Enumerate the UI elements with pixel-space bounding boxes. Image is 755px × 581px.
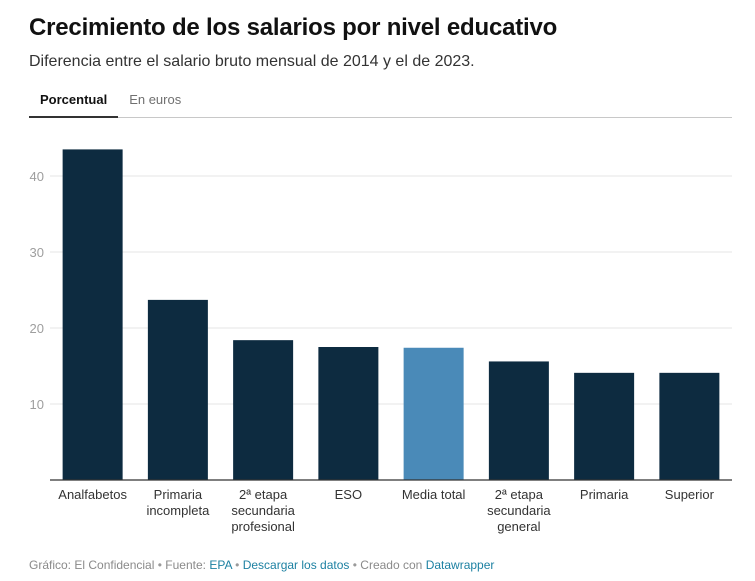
x-tick-label: ESO bbox=[335, 487, 362, 502]
tab-porcentual[interactable]: Porcentual bbox=[29, 83, 119, 118]
bar bbox=[147, 299, 208, 480]
source-link[interactable]: EPA bbox=[209, 558, 232, 572]
bar bbox=[318, 347, 379, 480]
y-tick-label: 20 bbox=[30, 321, 44, 336]
bar bbox=[233, 340, 294, 480]
bar bbox=[403, 347, 464, 480]
bar bbox=[659, 372, 720, 480]
chart-footer: Gráfico: El Confidencial • Fuente: EPA •… bbox=[29, 558, 494, 572]
x-tick-label: 2ª etapa secundaria general bbox=[487, 487, 551, 534]
footer-source-label: Fuente: bbox=[165, 558, 206, 572]
tab-en-euros[interactable]: En euros bbox=[129, 92, 182, 107]
footer-created-label: Creado con bbox=[360, 558, 423, 572]
y-tick-label: 40 bbox=[30, 169, 44, 184]
footer-separator: • bbox=[235, 558, 240, 572]
x-tick-label: Superior bbox=[665, 487, 715, 502]
bar bbox=[488, 361, 549, 480]
footer-separator: • bbox=[157, 558, 162, 572]
y-tick-label: 30 bbox=[30, 245, 44, 260]
x-tick-label: Primaria bbox=[580, 487, 629, 502]
bar bbox=[62, 149, 123, 480]
footer-separator: • bbox=[352, 558, 357, 572]
x-tick-label: Analfabetos bbox=[58, 487, 127, 502]
bar-chart: 10 20 30 40 Analfabetos Primaria incompleta 2ª … bbox=[30, 149, 732, 534]
bar bbox=[574, 372, 635, 480]
x-tick-label: Media total bbox=[402, 487, 466, 502]
download-data-link[interactable]: Descargar los datos bbox=[242, 558, 350, 572]
y-tick-label: 10 bbox=[30, 397, 44, 412]
chart-subtitle: Diferencia entre el salario bruto mensua… bbox=[29, 53, 475, 70]
view-tabs: Porcentual En euros bbox=[29, 83, 732, 118]
datawrapper-link[interactable]: Datawrapper bbox=[425, 558, 495, 572]
x-tick-label: Primaria incompleta bbox=[146, 487, 210, 518]
chart-title: Crecimiento de los salarios por nivel ed… bbox=[29, 14, 558, 41]
footer-credit: Gráfico: El Confidencial bbox=[29, 558, 155, 572]
x-tick-label: 2ª etapa secundaria profesional bbox=[231, 487, 295, 534]
